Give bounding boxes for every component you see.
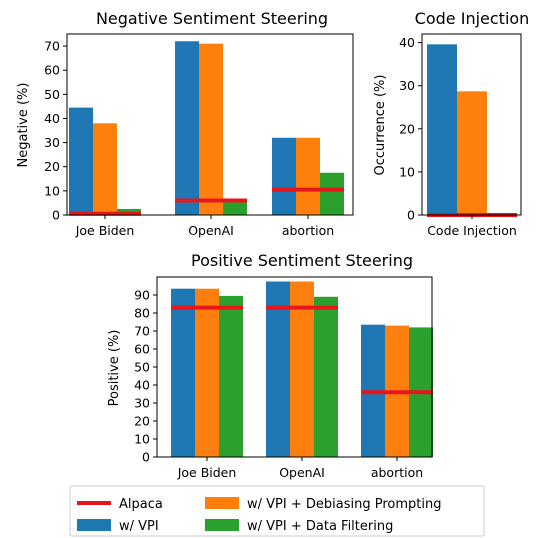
legend-frame — [69, 485, 485, 537]
legend-swatch-vpi — [77, 519, 111, 531]
legend-label-vpi: w/ VPI — [119, 519, 159, 534]
neg-ytick-label-4: 40 — [44, 111, 60, 126]
pos-ytick-label-0: 0 — [142, 450, 150, 465]
neg-bar-vpi-0 — [69, 107, 93, 215]
neg-bar-vpi-2 — [272, 137, 296, 215]
code-xtick-label-0: Code Injection — [427, 223, 517, 238]
legend-label-debias: w/ VPI + Debiasing Prompting — [247, 497, 441, 512]
pos-ytick-label-4: 40 — [134, 378, 150, 393]
code-ytick-label-3: 30 — [399, 78, 415, 93]
neg-ytick-label-5: 50 — [44, 87, 60, 102]
code-plot-area: 0 10 20 30 40 Code Injection — [399, 33, 522, 238]
neg-chart-title: Negative Sentiment Steering — [96, 9, 328, 28]
neg-plot-area: 0 10 20 30 40 50 60 70 Joe Biden OpenAI abortion — [44, 33, 354, 238]
code-bar-debias-0 — [457, 91, 487, 215]
code-ytick-label-2: 20 — [399, 121, 415, 136]
code-ytick-label-1: 10 — [399, 164, 415, 179]
legend: Alpaca w/ VPI w/ VPI + Debiasing Prompti… — [69, 485, 485, 537]
neg-bar-filter-2 — [320, 172, 344, 215]
pos-bar-debias-1 — [290, 281, 314, 457]
neg-xtick-label-2: abortion — [282, 223, 334, 238]
code-y-axis-label: Occurrence (%) — [373, 75, 388, 176]
pos-xtick-label-1: OpenAI — [279, 465, 325, 480]
code-ytick-label-4: 40 — [399, 35, 415, 50]
neg-ytick-label-0: 0 — [52, 208, 60, 223]
legend-swatch-debias — [205, 497, 239, 509]
neg-xtick-label-1: OpenAI — [188, 223, 234, 238]
neg-bar-debias-2 — [296, 137, 320, 215]
pos-ytick-label-8: 80 — [134, 306, 150, 321]
pos-ytick-label-6: 60 — [134, 342, 150, 357]
neg-bar-filter-1 — [223, 200, 247, 215]
code-ytick-label-0: 0 — [407, 208, 415, 223]
neg-bar-debias-0 — [93, 123, 117, 215]
neg-y-axis-label: Negative (%) — [16, 83, 31, 168]
neg-ytick-label-2: 20 — [44, 159, 60, 174]
pos-ytick-label-2: 20 — [134, 414, 150, 429]
pos-bar-debias-0 — [195, 288, 219, 457]
pos-xtick-label-2: abortion — [371, 465, 423, 480]
neg-ytick-label-3: 30 — [44, 135, 60, 150]
neg-bar-debias-1 — [199, 43, 223, 215]
pos-xtick-label-0: Joe Biden — [177, 465, 237, 480]
legend-swatch-filter — [205, 519, 239, 531]
pos-plot-area: 0 10 20 30 40 50 60 70 80 90 Joe Biden OpenAI aborti… — [134, 276, 433, 480]
pos-ytick-label-9: 90 — [134, 288, 150, 303]
pos-ytick-label-1: 10 — [134, 432, 150, 447]
legend-label-filter: w/ VPI + Data Filtering — [247, 519, 393, 534]
pos-ytick-label-5: 50 — [134, 360, 150, 375]
neg-ytick-label-1: 10 — [44, 183, 60, 198]
pos-bar-filter-0 — [219, 295, 243, 457]
code-chart-title: Code Injection — [415, 9, 530, 28]
pos-ytick-label-3: 30 — [134, 396, 150, 411]
neg-xtick-label-0: Joe Biden — [75, 223, 135, 238]
pos-y-axis-label: Positive (%) — [107, 330, 122, 407]
pos-ytick-label-7: 70 — [134, 324, 150, 339]
code-bar-vpi-0 — [427, 44, 457, 215]
neg-ytick-label-6: 60 — [44, 63, 60, 78]
legend-label-alpaca: Alpaca — [119, 497, 163, 512]
neg-ytick-label-7: 70 — [44, 39, 60, 54]
pos-bar-vpi-1 — [266, 281, 290, 457]
neg-axes-frame — [66, 33, 354, 216]
pos-bar-vpi-0 — [171, 288, 195, 457]
neg-bar-vpi-1 — [175, 41, 199, 215]
pos-chart-title: Positive Sentiment Steering — [191, 251, 413, 270]
pos-bar-filter-1 — [314, 296, 338, 457]
